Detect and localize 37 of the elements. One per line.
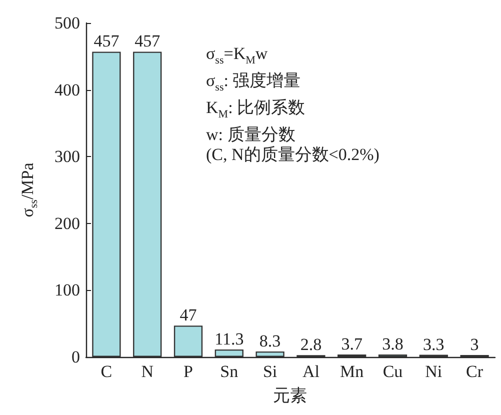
annotation: K$_{M}$: 比例系数 [206, 98, 306, 122]
x-tick-label: Cu [382, 362, 404, 381]
x-tick-label: P [184, 362, 193, 381]
data-label: 3.7 [341, 334, 363, 354]
data-label: 3.8 [382, 334, 404, 354]
x-tick-label: Mn [340, 362, 364, 381]
bar [133, 52, 162, 357]
data-label: 457 [94, 32, 120, 51]
x-axis-title: 元素 [273, 385, 307, 407]
annotation: σ$_{ss}$=K$_{M}$w [206, 44, 269, 68]
annotation: (C, N的质量分数<0.2%) [206, 145, 380, 166]
x-tick-label: C [100, 362, 112, 381]
x-tick-label: Al [302, 362, 320, 381]
annotation: σ$_{ss}$: 强度增量 [206, 70, 302, 96]
data-label: 3 [470, 334, 479, 354]
y-tick-label: 100 [54, 280, 80, 300]
bar [92, 52, 121, 357]
x-tick-label: Sn [220, 362, 239, 381]
data-label: 2.8 [300, 335, 322, 354]
data-label: 457 [134, 32, 161, 51]
y-tick-label: 300 [54, 147, 80, 166]
bar [174, 326, 203, 357]
x-tick-label: Si [262, 362, 278, 381]
y-tick-label: 0 [72, 348, 80, 366]
y-tick-label: 500 [54, 14, 80, 32]
y-tick-label: 400 [54, 80, 80, 100]
data-label: 11.3 [214, 329, 244, 348]
data-label: 47 [180, 306, 198, 325]
bar [214, 349, 244, 357]
x-tick-label: N [141, 362, 154, 381]
x-tick-label: Cr [466, 362, 484, 381]
y-tick-label: 200 [54, 214, 80, 233]
x-tick-label: Ni [425, 362, 442, 381]
annotation: w: 质量分数 [206, 124, 296, 146]
data-label: 8.3 [259, 331, 281, 350]
data-label: 3.3 [423, 334, 444, 354]
bar [256, 351, 284, 357]
